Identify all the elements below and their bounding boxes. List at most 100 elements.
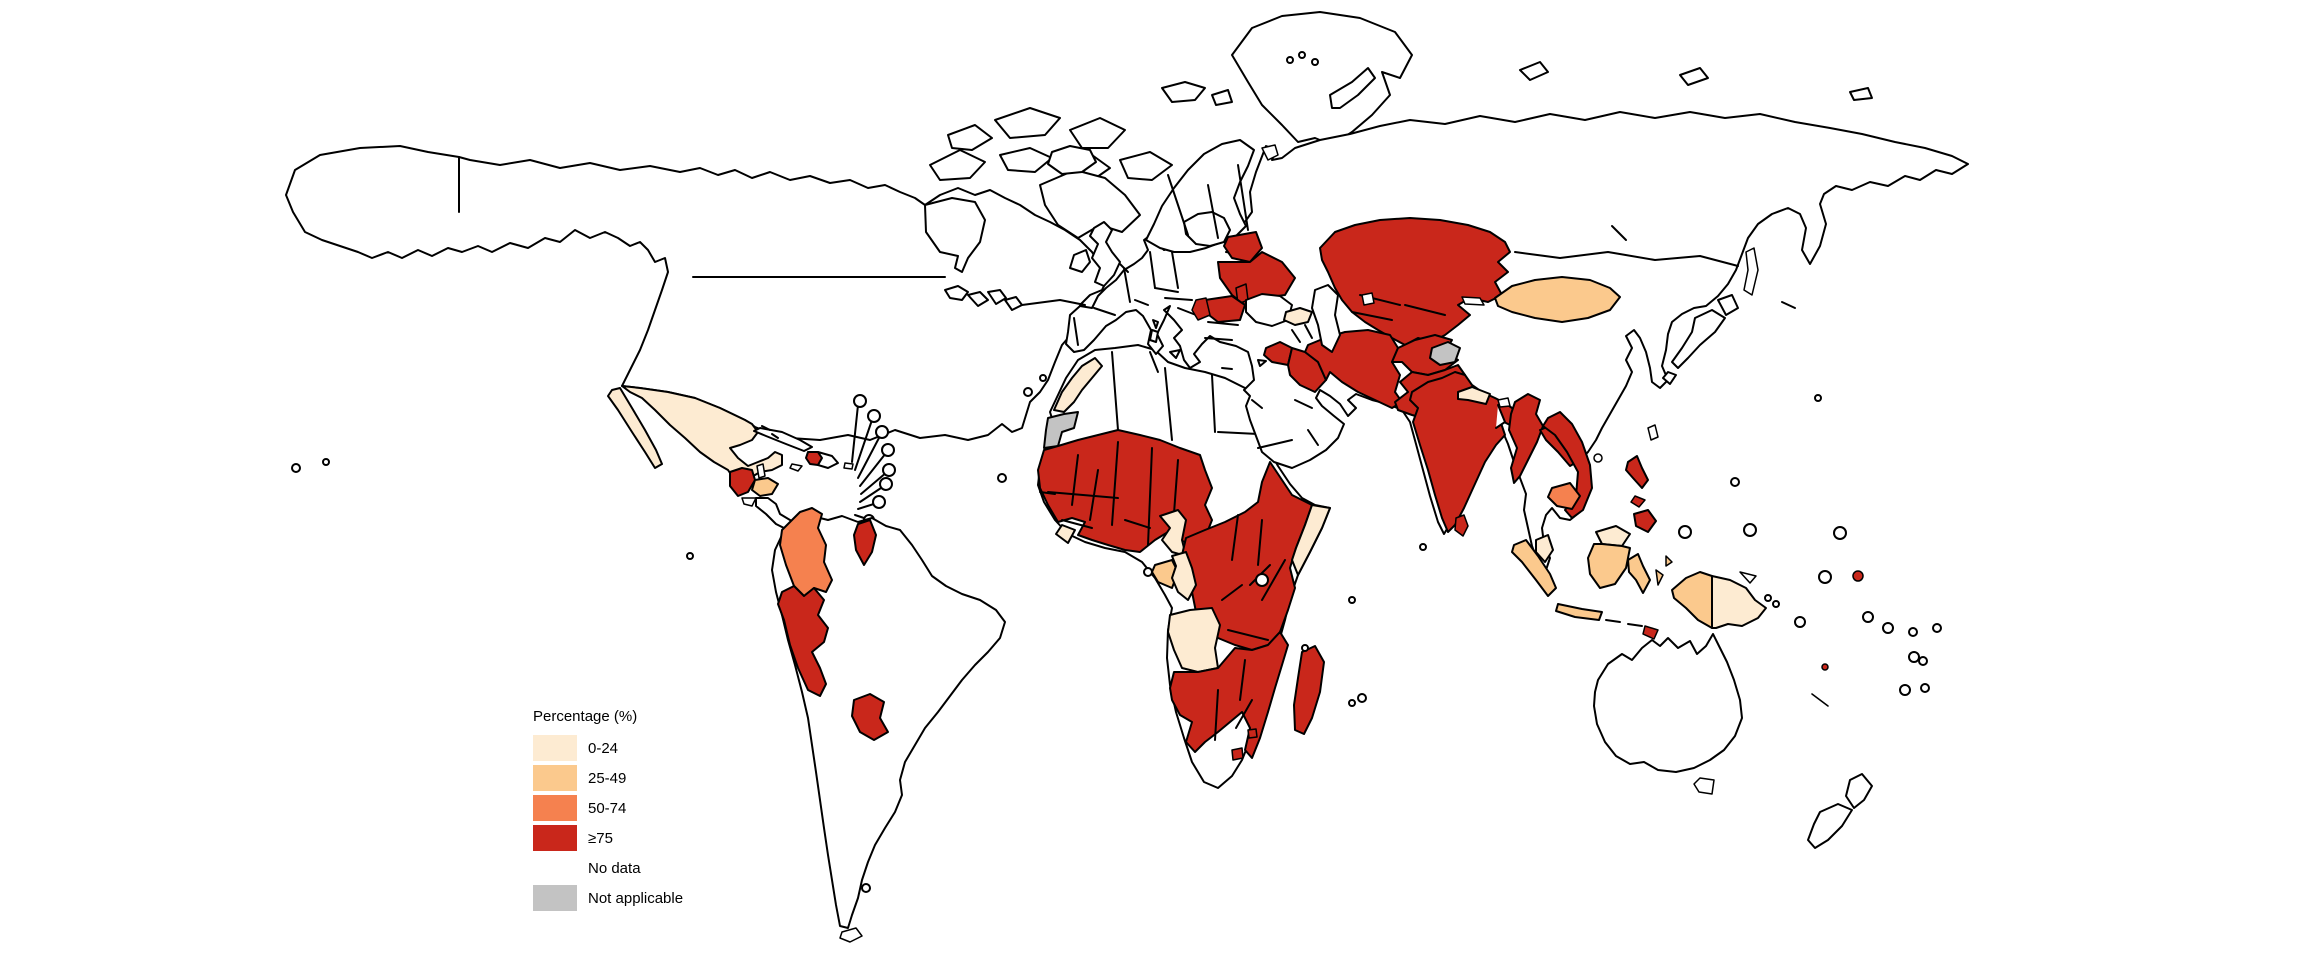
dominican-republic [817,451,839,469]
hudson-bay [924,197,986,273]
country-guatemala [729,467,756,497]
inland-seas [1245,144,1485,353]
legend-swatch-0-24 [533,735,577,761]
mediterranean-islands [1149,319,1267,370]
canada-us-borders [458,156,1086,306]
legend-swatch-25-49 [533,765,577,791]
legend-items: 0-24 25-49 50-74 ≥75 No data Not applicable [533,733,683,913]
country-somalia [1291,504,1331,576]
india-internal-borders [1495,404,1506,429]
hainan [1593,453,1603,463]
country-malaysia-peninsular [1535,534,1554,563]
south-asia-colored [1409,371,1593,563]
legend-item-25-49: 25-49 [533,763,683,793]
malaysia-north-borneo [1595,525,1631,547]
country-madagascar [1293,645,1325,735]
pacific-islands [291,394,1942,696]
south-america [686,507,1006,943]
bhutan [1497,397,1511,408]
caspian-sea [1311,284,1341,353]
new-britain [1739,571,1757,584]
tierra-del-fuego [839,927,863,943]
japan [1662,294,1739,385]
new-zealand-north [1845,773,1873,809]
south-america-islands [686,552,871,893]
jamaica [789,463,803,472]
arctic-islands-russia [1161,51,1873,109]
country-liberia [1055,524,1076,544]
legend-title: Percentage (%) [533,708,638,725]
country-serbia [1191,297,1211,321]
legend-label: 50-74 [588,799,627,817]
legend-label: No data [588,859,641,877]
pacific-island-red-2 [1821,663,1829,671]
legend-item-50-74: 50-74 [533,793,683,823]
africa-islands [997,374,1367,707]
country-vietnam [1542,411,1593,519]
indonesia-moluccas-2 [1665,555,1673,567]
eurasia [1065,51,1969,571]
tasmania [1693,777,1715,795]
white-sea [1261,144,1279,161]
great-britain [1089,221,1121,287]
central-america-caribbean [607,385,896,539]
south-america-mainland [771,515,1006,929]
puerto-rico [843,462,854,470]
country-georgia [1283,307,1313,326]
canadian-arctic-islands [929,107,1173,239]
ireland [1069,249,1091,273]
iceland [1047,145,1097,175]
legend-label: 0-24 [588,739,619,757]
southern-africa-internal-borders [1214,659,1253,741]
oceania [291,394,1942,849]
indonesia-sumatra [1511,539,1557,597]
bahamas [761,425,779,439]
maritime-southeast-asia [1511,525,1767,640]
belize [756,463,766,479]
country-sri-lanka [1454,514,1469,537]
region-western-sahara [1043,411,1079,449]
new-caledonia [1811,693,1829,707]
el-salvador [741,497,757,507]
country-lesotho [1231,747,1244,761]
legend-item-75+: ≥75 [533,823,683,853]
country-mexico-baja [607,387,663,469]
country-honduras [751,477,779,497]
east-asia [1494,247,1759,533]
philippines [1625,455,1657,533]
legend-item-0-24: 0-24 [533,733,683,763]
country-peru [777,585,829,697]
cuba [753,427,813,452]
africa [997,344,1367,789]
country-congo [1171,551,1197,601]
country-morocco [1053,357,1103,413]
indonesia-west-papua [1671,571,1713,629]
eurasia-mainland [1065,111,1969,571]
taiwan [1647,424,1659,441]
legend-item-not-applicable: Not applicable [533,883,683,913]
indonesia-moluccas-1 [1655,569,1664,586]
region-southern-africa [1169,631,1289,759]
east-africa-internal-borders [1221,514,1286,641]
legend-item-no-data: No data [533,853,683,883]
legend-swatch-75+ [533,825,577,851]
legend-swatch-50-74 [533,795,577,821]
country-cambodia [1547,482,1581,510]
legend-label: ≥75 [588,829,613,847]
europe-internal-borders [1073,164,1796,449]
country-timor-leste [1642,625,1659,640]
country-mongolia [1494,276,1621,323]
country-paraguay [851,693,889,741]
sakhalin [1743,247,1759,296]
region-kashmir [1429,341,1461,366]
country-papua-new-guinea [1711,575,1767,629]
legend-label: Not applicable [588,889,684,907]
greenland [1231,11,1413,146]
lake-balkhash [1461,296,1485,306]
country-myanmar [1508,393,1544,484]
indonesia-sulawesi [1627,553,1651,594]
aral-sea [1361,292,1375,306]
country-colombia [779,507,833,597]
